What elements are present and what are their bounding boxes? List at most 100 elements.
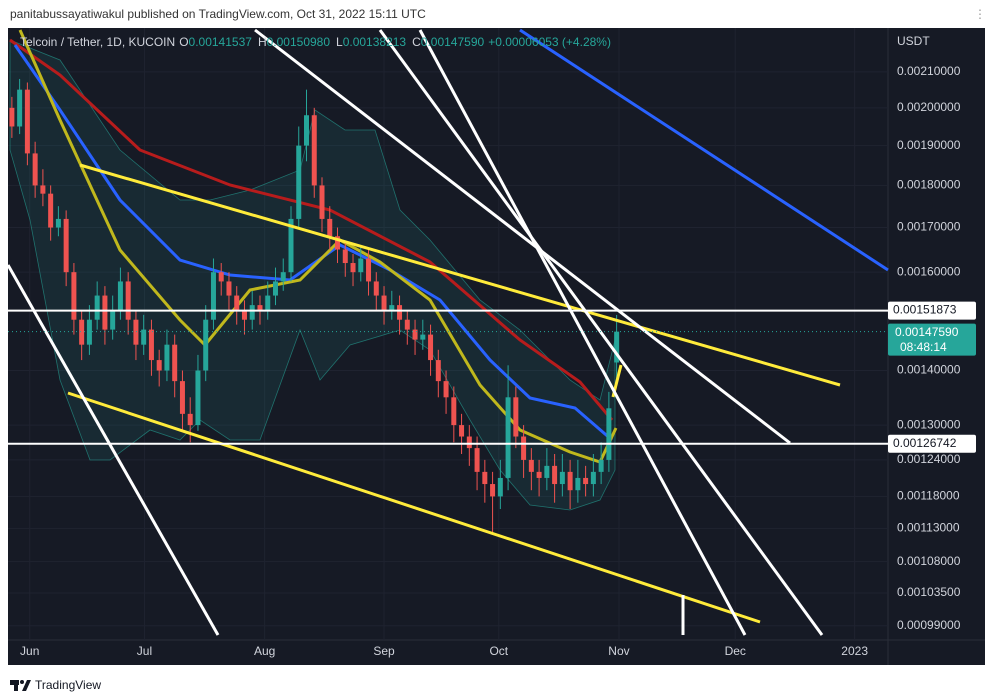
candle-body [125,281,131,320]
y-tick-label: 0.00108000 [897,554,961,568]
candle-body [24,89,30,154]
ohlc-legend: O0.00141537 H0.00150980 L0.00138213 C0.0014… [179,35,484,49]
candle-body [102,295,108,330]
legend-value: 0.00138213 [343,35,407,49]
menu-dots[interactable]: ⋮ [974,7,986,21]
candle-body [428,334,434,361]
candle-body [272,281,278,296]
y-tick-label: 0.00124000 [897,452,961,466]
price-label-box [888,301,976,320]
trend-line [6,264,220,636]
candle-body [443,381,449,398]
candle-body [288,218,294,273]
candle-body [327,218,333,237]
y-tick-label: 0.00099000 [897,618,961,632]
candle-body [435,360,441,382]
candle-body [474,448,480,472]
y-tick-label: 0.00160000 [897,264,961,278]
candle-body [559,471,565,485]
candle-body [342,249,348,264]
y-tick-label: 0.00113000 [897,520,960,534]
trend-line [67,391,761,624]
trend-line [79,163,841,387]
candle-body [397,305,403,320]
candle-body [459,425,465,437]
candle-body [583,477,589,485]
legend-key: O [179,35,188,49]
candle-body [358,258,364,273]
y-tick-label: 0.00140000 [897,363,961,377]
candle-body [117,281,123,310]
candle-body [179,381,185,414]
legend-key: H [258,35,267,49]
candle-body [567,471,573,491]
y-tick-label: 0.00103500 [897,585,961,599]
candle-body [257,305,263,310]
candle-body [156,360,162,371]
trend-line [254,28,791,445]
candle-body [544,465,550,478]
candle-body [32,153,38,186]
footer-background [0,665,993,699]
candle-body [575,477,581,491]
x-tick-label: Nov [608,644,629,658]
y-tick-label: 0.00180000 [897,178,961,192]
candle-body [94,295,100,320]
last-price-label: 0.00147590 [895,325,959,339]
candle-body [280,272,286,282]
candle-body [63,218,69,273]
candle-body [234,295,240,310]
y-tick-label: 0.00210000 [897,64,961,78]
publish-info: panitabussayatiwakul published on Tradin… [10,7,426,21]
last-price-box [888,323,976,356]
candle-body [335,236,341,250]
footer-brand: TradingView [35,678,101,692]
chart-background [8,28,985,665]
x-tick-label: Sep [373,644,395,658]
candle-body [195,370,201,426]
candle-body [366,258,372,282]
price-label-box [888,434,976,453]
candle-body [311,115,317,186]
candle-body [420,334,426,340]
candle-body [241,309,247,320]
candle-body [528,459,534,472]
x-tick-label: Dec [725,644,746,658]
candle-body [404,319,410,330]
candle-body [304,115,310,146]
price-label: 0.00151873 [893,303,957,317]
candle-body [86,319,92,345]
candle-body [187,413,193,426]
candle-body [210,272,216,320]
x-tick-label: Jul [137,644,152,658]
symbol-legend: Telcoin / Tether, 1D, KUCOIN O0.00141537 H… [20,35,611,49]
y-tick-label: 0.00190000 [897,138,961,152]
bollinger-band [9,39,616,511]
candle-body [148,329,154,361]
candle-body [381,295,387,310]
candle-body [133,319,139,345]
candle-body [17,89,23,127]
candle-body [55,218,61,228]
candle-body [48,193,54,228]
trend-line [378,29,824,636]
candle-body [536,471,542,478]
candle-body [110,309,116,330]
y-tick-label: 0.00170000 [897,220,961,234]
candle-body [505,397,511,478]
candle-body [590,471,596,485]
legend-value: 0.00141537 [189,35,253,49]
candle-body [226,281,232,296]
countdown: 08:48:14 [900,340,947,354]
y-tick-label: 0.00118000 [897,489,960,503]
candle-body [466,436,472,449]
candle-body [451,397,457,426]
x-tick-label: Oct [489,644,508,658]
candle-body [265,295,271,310]
candle-body [71,272,77,320]
candle-body [203,319,209,371]
candle-body [319,185,325,219]
candle-body [218,272,224,282]
candle-body [141,329,147,345]
